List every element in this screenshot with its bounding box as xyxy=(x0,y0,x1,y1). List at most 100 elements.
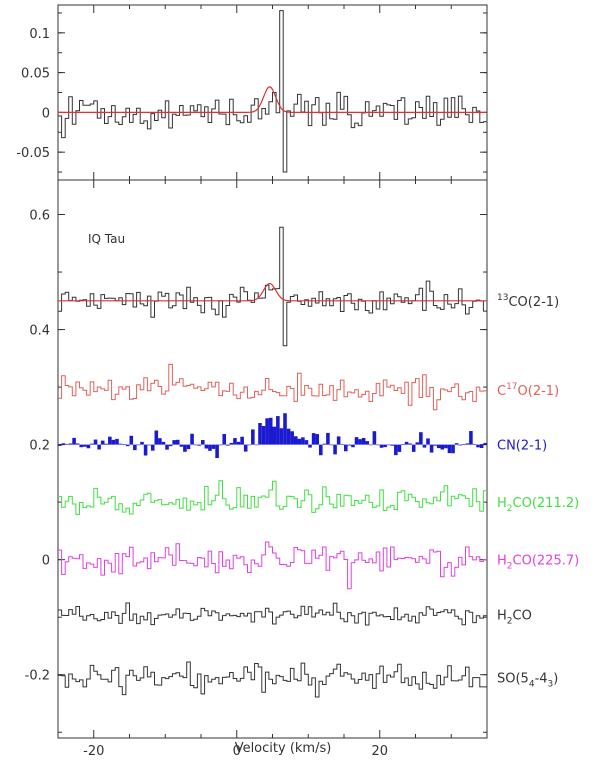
cn-bar xyxy=(397,444,402,452)
cn-bar xyxy=(369,444,373,446)
spectrum-line-h2co-225-7- xyxy=(58,541,487,590)
plot-area xyxy=(58,10,487,173)
y-tick-label: 0.4 xyxy=(29,324,50,339)
cn-bar xyxy=(429,444,434,453)
y-tick-label: 0.1 xyxy=(29,27,50,42)
cn-bar xyxy=(211,444,216,449)
gaussian-fit-line xyxy=(58,86,487,113)
plot-area xyxy=(58,226,487,698)
cn-bar xyxy=(186,444,191,450)
cn-bar xyxy=(58,444,62,446)
cn-bar xyxy=(308,444,312,448)
cn-bar xyxy=(347,444,352,446)
cn-bar xyxy=(247,444,252,446)
cn-bar xyxy=(136,444,141,446)
cn-bar xyxy=(279,428,284,445)
cn-bar xyxy=(326,432,330,445)
cn-bar xyxy=(444,444,448,449)
cn-bar xyxy=(258,423,262,445)
spectrum-line-top xyxy=(58,10,487,173)
spectrum-line-so-54-43- xyxy=(58,661,487,698)
cn-bar xyxy=(286,428,291,445)
cn-bar xyxy=(436,444,441,449)
series-label: H2CO(225.7) xyxy=(497,554,579,572)
bottom-panel: -0.2 0 0.2 0.4 0.6 -20 0 20 13CO(2-1) C17O(2-1) CN… xyxy=(25,179,579,759)
y-tick-label: 0 xyxy=(42,554,50,569)
cn-bar xyxy=(304,440,309,445)
cn-bar xyxy=(150,444,155,451)
x-tick-label: -20 xyxy=(83,744,104,759)
cn-bar xyxy=(465,443,470,445)
cn-bar xyxy=(68,443,73,445)
series-label: H2CO xyxy=(497,608,532,626)
cn-bar xyxy=(408,443,412,445)
cn-bar xyxy=(218,444,223,446)
cn-bar xyxy=(354,437,359,445)
cn-bar xyxy=(440,444,445,450)
panel-frame xyxy=(57,179,488,739)
spectrum-line-h2co xyxy=(58,602,487,626)
cn-bar xyxy=(204,444,209,449)
top-panel: -0.05 0 0.05 0.1 xyxy=(16,4,488,181)
cn-bar xyxy=(240,436,244,445)
cn-bar xyxy=(372,431,377,445)
gaussian-fit-line xyxy=(58,282,487,302)
cn-bar xyxy=(133,444,137,451)
y-tick-label: 0 xyxy=(42,106,50,121)
cn-bar xyxy=(426,438,430,445)
cn-bar xyxy=(290,431,294,445)
cn-bar xyxy=(483,442,487,445)
x-tick-label: 20 xyxy=(371,744,388,759)
y-tick-label: -0.2 xyxy=(25,669,50,684)
cn-bar xyxy=(86,444,91,449)
cn-bar xyxy=(376,444,380,446)
cn-bar xyxy=(90,443,94,445)
series-label: CN(2-1) xyxy=(497,439,547,454)
cn-bar xyxy=(140,441,144,445)
cn-bar xyxy=(419,432,423,445)
cn-bar xyxy=(201,440,205,445)
cn-bar xyxy=(197,444,201,446)
cn-bar xyxy=(158,438,162,445)
cn-bar xyxy=(165,444,169,450)
cn-bar xyxy=(379,444,384,448)
cn-bar xyxy=(97,444,101,450)
cn-bar xyxy=(254,444,259,446)
cn-bar xyxy=(72,437,76,445)
x-tick-label: 0 xyxy=(233,744,241,759)
cn-bar xyxy=(361,437,366,445)
series-label: C17O(2-1) xyxy=(497,382,559,399)
y-tick-label: 0.6 xyxy=(29,209,50,224)
cn-bar xyxy=(183,444,187,452)
y-tick-label: 0.2 xyxy=(29,439,50,454)
cn-bar xyxy=(415,442,420,445)
cn-bar xyxy=(329,444,334,446)
cn-bar xyxy=(100,440,105,445)
cn-bar xyxy=(318,444,323,456)
cn-bar xyxy=(93,439,98,445)
cn-bar xyxy=(422,444,427,448)
cn-bar xyxy=(447,444,452,454)
cn-bar xyxy=(251,429,255,445)
cn-bar xyxy=(65,443,69,445)
cn-bar xyxy=(118,443,123,445)
cn-bar xyxy=(344,444,348,452)
cn-bar xyxy=(243,444,248,452)
cn-bar xyxy=(104,443,109,445)
cn-bar xyxy=(461,443,466,445)
cn-bar xyxy=(411,444,416,452)
cn-bar xyxy=(386,444,391,446)
source-annotation: IQ Tau xyxy=(88,232,125,246)
cn-bar xyxy=(233,438,237,445)
cn-bar xyxy=(208,444,212,451)
spectrum-line-h2co-211-2- xyxy=(58,480,487,515)
cn-bar xyxy=(229,442,234,445)
cn-bar xyxy=(315,434,319,445)
spectrum-line-13co-2-1- xyxy=(58,226,487,347)
cn-bar xyxy=(283,413,287,445)
cn-bar xyxy=(311,433,316,445)
cn-bar xyxy=(472,444,477,445)
cn-bar xyxy=(394,444,398,456)
